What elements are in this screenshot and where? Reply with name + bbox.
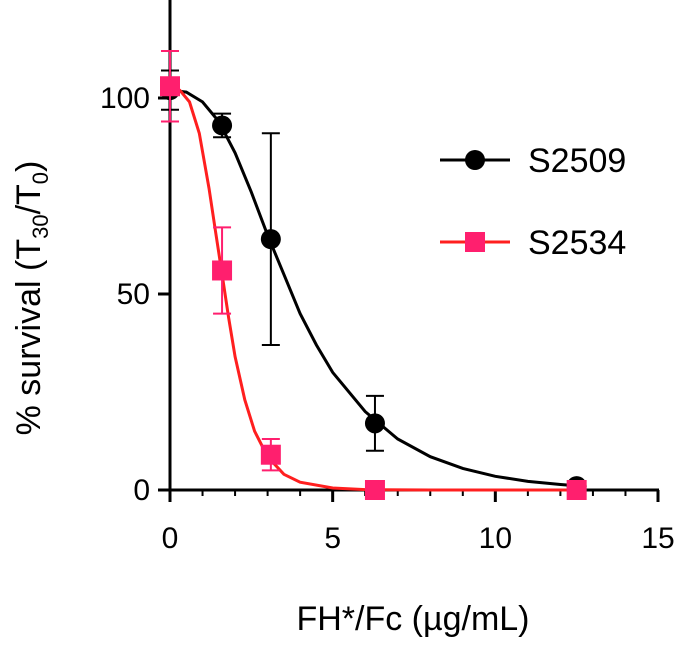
y-axis-title: % survival (T30/T0) [10,161,53,436]
data-point-S2509-1 [212,115,233,136]
data-point-S2509-2 [260,229,281,250]
series-S2534 [160,49,587,500]
legend-marker-S2509 [465,150,485,170]
y-tick-label-0: 0 [133,474,150,507]
x-tick-label-10: 10 [479,522,512,555]
legend-marker-S2534 [465,232,485,252]
y-axis-title-main: % survival (T [10,239,48,435]
data-point-S2534-0 [160,76,180,97]
x-tick-label-15: 15 [641,522,674,555]
data-point-S2509-3 [364,413,385,434]
legend: S2509 S2534 [440,142,626,262]
y-axis-title-sub1: 30 [28,214,53,238]
axes: 0 50 100 0 5 10 15 [100,0,675,555]
y-axis-title-end: ) [10,161,48,172]
data-point-S2534-3 [364,480,385,500]
legend-label-S2509: S2509 [528,142,626,180]
x-tick-label-5: 5 [324,522,341,555]
data-point-S2534-4 [566,480,587,500]
y-axis-title-sub2: 0 [28,172,53,184]
y-axis-title-mid: /T [10,184,48,214]
x-tick-label-0: 0 [162,522,179,555]
series-layer [160,49,587,500]
y-tick-label-100: 100 [100,82,150,115]
y-tick-label-50: 50 [117,278,150,311]
x-axis-title: FH*/Fc (µg/mL) [296,600,529,638]
legend-label-S2534: S2534 [528,224,626,262]
data-point-S2534-1 [212,260,233,281]
fit-curve-S2534 [169,84,577,492]
data-point-S2534-2 [260,444,281,465]
